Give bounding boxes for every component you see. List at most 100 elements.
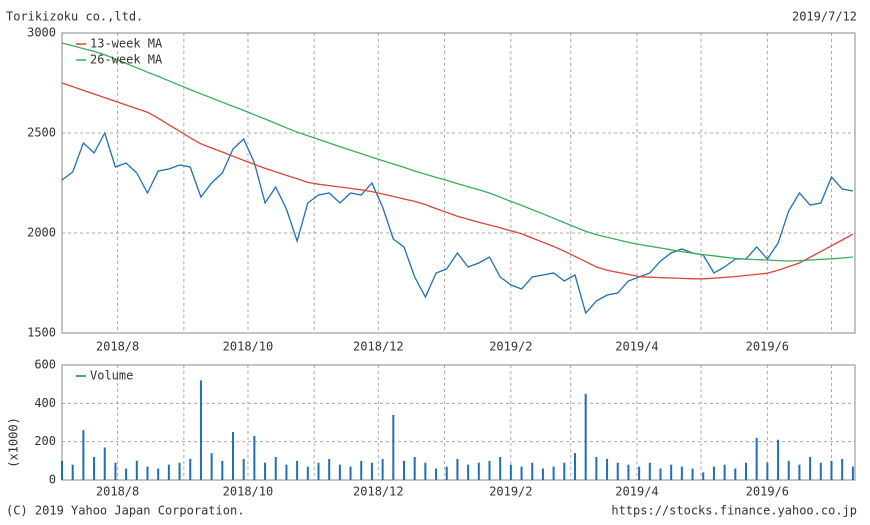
x-tick-label: 2018/12 [353,340,404,354]
volume-bar [199,380,202,480]
volume-bar [445,466,448,480]
volume-bar [851,466,854,480]
x-tick-label: 2018/8 [96,340,139,354]
legend-label: 13-week MA [90,37,163,51]
volume-bar [734,468,737,480]
price-line [61,82,854,280]
volume-bar [488,460,491,480]
x-tick-label: 2019/4 [615,340,658,354]
volume-bar [477,462,480,480]
source: https://stocks.finance.yahoo.co.jp [611,504,857,518]
volume-bar [306,466,309,480]
volume-bar [616,462,619,480]
y-axis-label: (x1000) [7,417,21,468]
volume-bar [221,460,224,480]
y-tick-label: 1500 [27,326,56,340]
volume-bar [744,462,747,480]
volume-bar [93,457,96,480]
volume-bar [766,462,769,480]
x-tick-label: 2018/10 [223,485,274,499]
volume-bar [520,466,523,480]
volume-bar [777,439,780,480]
volume-bar [627,464,630,480]
volume-bar [381,458,384,480]
volume-bar [274,457,277,480]
volume-bar [819,462,822,480]
volume-bar [509,464,512,480]
volume-bar [103,447,106,480]
y-tick-label: 0 [49,473,56,487]
volume-bar [691,468,694,480]
volume-bar [61,460,63,480]
volume-bar [189,458,192,480]
volume-bar [242,458,245,480]
volume-bar [114,462,117,480]
volume-bar [296,460,299,480]
y-tick-label: 400 [34,396,56,410]
volume-bar [541,468,544,480]
volume-bar [702,472,705,480]
volume-bar [499,457,502,480]
volume-bar [531,462,534,480]
legend-label: Volume [90,369,133,383]
volume-bar [135,460,138,480]
volume-bar [809,457,812,480]
x-tick-label: 2019/6 [746,485,789,499]
volume-bar [370,462,373,480]
volume-bar [349,466,352,480]
volume-bar [338,464,341,480]
volume-bar [424,462,427,480]
volume-bar [680,466,683,480]
company-name: Torikizoku co.,ltd. [6,10,143,24]
volume-bar [563,462,566,480]
price-line [61,42,853,262]
volume-bar [467,464,470,480]
plot-frame [61,32,856,334]
volume-bar [317,462,320,480]
y-tick-label: 3000 [27,26,56,40]
volume-bar [71,464,74,480]
volume-bar [328,458,331,480]
volume-bar [210,453,213,480]
copyright: (C) 2019 Yahoo Japan Corporation. [6,504,244,518]
x-tick-label: 2018/12 [353,485,404,499]
volume-bar [360,460,363,480]
volume-bar [723,464,726,480]
volume-bar [606,458,609,480]
volume-bar [648,462,651,480]
legend-label: 26-week MA [90,53,163,67]
volume-bar [573,453,576,480]
y-tick-label: 2000 [27,226,56,240]
volume-bar [638,466,641,480]
volume-bar [157,468,160,480]
y-tick-label: 600 [34,358,56,372]
volume-bar [798,464,801,480]
volume-bar [659,468,662,480]
price-line [61,131,854,315]
volume-bar [712,466,715,480]
plot-frame [61,364,856,481]
x-tick-label: 2019/4 [615,485,658,499]
volume-bar [670,464,673,480]
volume-bar [552,466,555,480]
y-tick-label: 2500 [27,126,56,140]
volume-bar [830,460,833,480]
volume-bar [584,393,587,480]
y-tick-label: 200 [34,434,56,448]
volume-bar [82,430,85,480]
volume-bar [264,462,267,480]
volume-bar [167,464,170,480]
x-tick-label: 2019/6 [746,340,789,354]
x-tick-label: 2018/8 [96,485,139,499]
volume-bar [253,435,256,480]
x-tick-label: 2018/10 [223,340,274,354]
volume-bar [178,462,181,480]
volume-bar [787,460,790,480]
x-tick-label: 2019/2 [489,485,532,499]
volume-bar [392,414,395,480]
volume-bar [435,468,438,480]
volume-bar [456,458,459,480]
volume-bar [285,464,288,480]
